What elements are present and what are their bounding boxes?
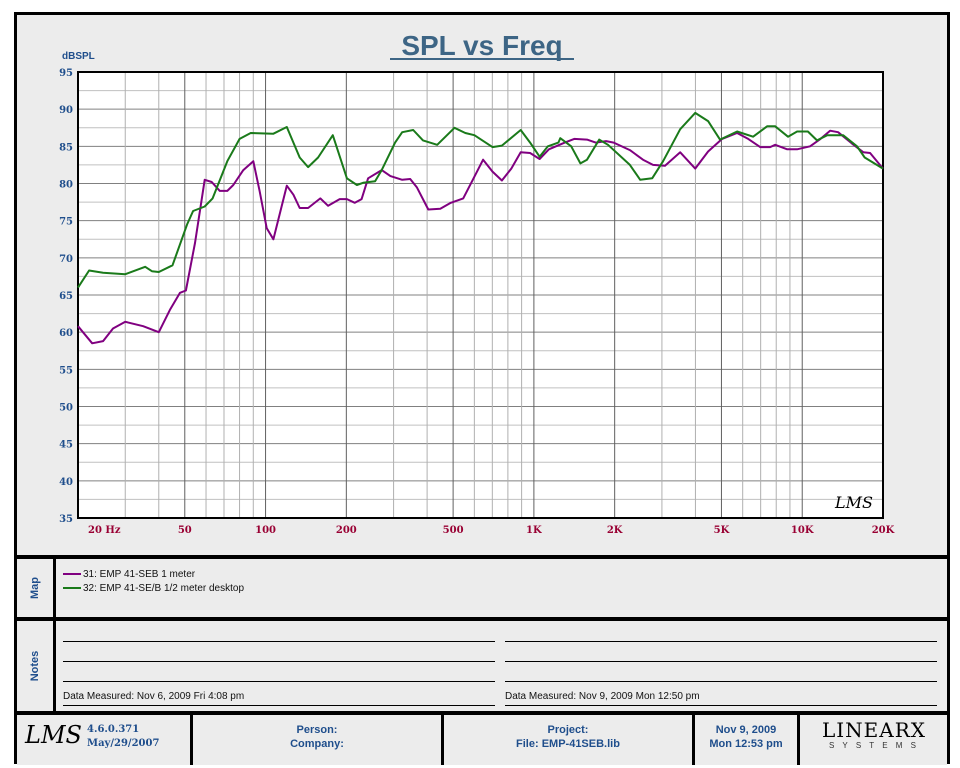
footer-panel: LMS 4.6.0.371 May/29/2007 Person: Company:… xyxy=(17,711,947,765)
note-line xyxy=(63,661,495,662)
x-tick-label: 100 xyxy=(255,525,276,536)
brand-name: LINEARX xyxy=(821,718,927,742)
file-label: File: EMP-41SEB.lib xyxy=(516,738,620,750)
y-axis-label: dBSPL xyxy=(62,51,95,62)
note-line xyxy=(505,641,937,642)
note-line xyxy=(505,705,937,706)
y-tick-label: 80 xyxy=(59,180,73,191)
footer-version-cell: LMS 4.6.0.371 May/29/2007 xyxy=(17,715,193,765)
y-tick-label: 50 xyxy=(59,403,73,414)
y-tick-label: 40 xyxy=(59,477,73,488)
notes-label: Notes xyxy=(29,650,41,682)
y-tick-label: 65 xyxy=(59,291,73,302)
x-tick-label: 20 Hz xyxy=(88,525,121,536)
y-tick-label: 90 xyxy=(59,105,73,116)
x-tick-label: 20K xyxy=(872,525,895,536)
note-line xyxy=(63,641,495,642)
x-tick-label: 2K xyxy=(607,525,623,536)
series-line-1 xyxy=(77,129,884,345)
version-text: 4.6.0.371 xyxy=(87,724,140,735)
note-line xyxy=(63,705,495,706)
x-tick-label: 500 xyxy=(443,525,464,536)
legend-swatch-green xyxy=(63,587,81,590)
footer-date: Nov 9, 2009 xyxy=(715,724,777,736)
left-measured-text: Data Measured: Nov 6, 2009 Fri 4:08 pm xyxy=(63,691,245,702)
legend-label: 31: EMP 41-SEB 1 meter xyxy=(83,569,196,580)
lms-watermark: LMS xyxy=(834,493,873,512)
x-tick-label: 200 xyxy=(336,525,357,536)
y-tick-label: 60 xyxy=(59,328,73,339)
chart-title: SPL vs Freq xyxy=(401,30,562,61)
report-frame: SPL vs Freq dBSPL 35 40 45 50 55 60 65 70 75 80 85 90… xyxy=(14,12,950,765)
y-tick-label: 45 xyxy=(59,440,73,451)
note-line xyxy=(505,661,937,662)
y-tick-label: 70 xyxy=(59,254,73,265)
x-tick-label: 5K xyxy=(714,525,730,536)
legend-label: 32: EMP 41-SE/B 1/2 meter desktop xyxy=(83,583,245,594)
map-label: Map xyxy=(29,577,41,599)
plot-border xyxy=(77,71,884,519)
footer-project-cell: Project: File: EMP-41SEB.lib xyxy=(444,715,695,765)
note-line xyxy=(63,681,495,682)
footer-time: Mon 12:53 pm xyxy=(709,738,783,750)
lms-logo: LMS xyxy=(25,721,82,749)
legend-item-31: 31: EMP 41-SEB 1 meter xyxy=(63,569,195,580)
x-tick-label: 50 xyxy=(178,525,192,536)
person-label: Person: xyxy=(296,724,338,736)
chart-panel: SPL vs Freq dBSPL 35 40 45 50 55 60 65 70 75 80 85 90… xyxy=(17,15,947,555)
footer-person-cell: Person: Company: xyxy=(193,715,444,765)
legend-item-32: 32: EMP 41-SE/B 1/2 meter desktop xyxy=(63,583,244,594)
linearx-logo: LINEARX S Y S T E M S xyxy=(803,719,945,751)
spl-chart: SPL vs Freq dBSPL 35 40 45 50 55 60 65 70 75 80 85 90… xyxy=(59,30,895,536)
version-date: May/29/2007 xyxy=(87,738,160,749)
map-side-label: Map xyxy=(17,559,56,617)
x-tick-label: 1K xyxy=(526,525,542,536)
project-label: Project: xyxy=(547,724,589,736)
x-tick-label: 10K xyxy=(791,525,814,536)
notes-side-label: Notes xyxy=(17,621,56,711)
y-tick-label: 85 xyxy=(59,142,73,153)
series-line-2 xyxy=(77,111,884,289)
notes-panel: Notes Data Measured: Nov 6, 2009 Fri 4:0… xyxy=(17,617,947,711)
y-tick-label: 75 xyxy=(59,217,73,228)
brand-sub: S Y S T E M S xyxy=(829,741,919,750)
y-tick-label: 55 xyxy=(59,365,73,376)
footer-date-cell: Nov 9, 2009 Mon 12:53 pm xyxy=(695,715,800,765)
y-tick-label: 95 xyxy=(59,68,73,79)
right-measured-text: Data Measured: Nov 9, 2009 Mon 12:50 pm xyxy=(505,691,700,702)
y-tick-label: 35 xyxy=(59,514,73,525)
note-line xyxy=(505,681,937,682)
legend-swatch-purple xyxy=(63,573,81,576)
company-label: Company: xyxy=(290,738,344,750)
map-panel: Map 31: EMP 41-SEB 1 meter 32: EMP 41-SE… xyxy=(17,555,947,617)
